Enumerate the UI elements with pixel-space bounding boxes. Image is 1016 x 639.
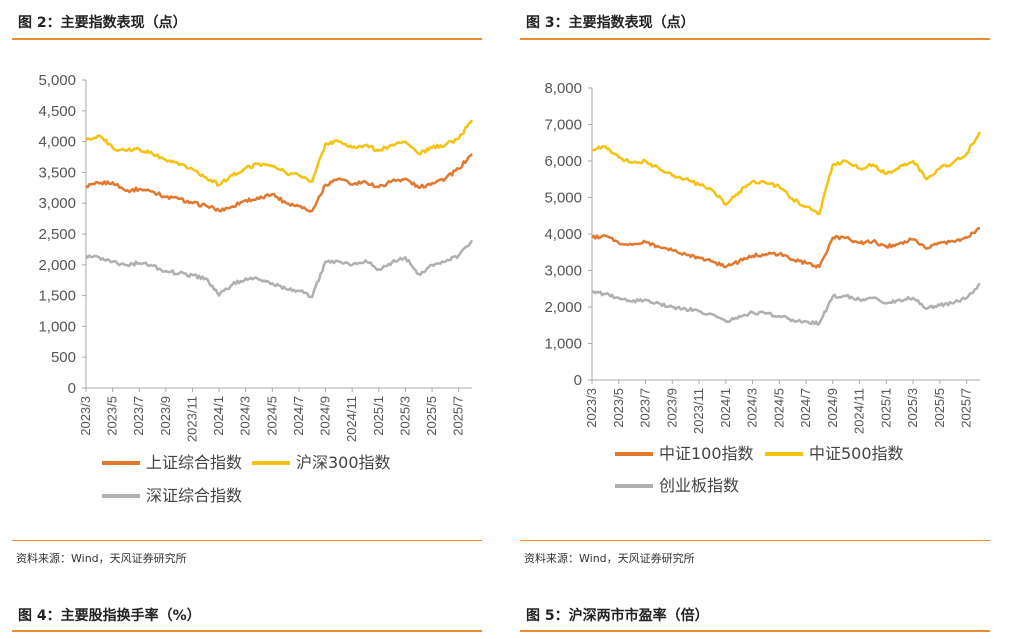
y-tick-label: 6,000 <box>544 153 582 170</box>
x-tick-label: 2024/1 <box>211 396 226 436</box>
y-tick-label: 4,500 <box>38 103 76 120</box>
next-figure-title: 图 4：主要股指换手率（%） <box>18 608 201 624</box>
y-tick-label: 1,000 <box>544 336 582 353</box>
x-tick-label: 2023/5 <box>105 396 120 436</box>
x-tick-label: 2023/3 <box>584 388 599 428</box>
y-tick-label: 4,000 <box>38 134 76 151</box>
legend-label: 中证500指数 <box>809 444 904 463</box>
y-tick-label: 4,000 <box>544 226 582 243</box>
y-tick-label: 2,000 <box>38 257 76 274</box>
y-tick-label: 1,500 <box>38 288 76 305</box>
x-tick-label: 2023/11 <box>184 396 199 442</box>
x-tick-label: 2024/9 <box>825 388 840 428</box>
x-tick-label: 2024/11 <box>852 388 867 434</box>
x-tick-label: 2025/1 <box>878 388 893 428</box>
y-tick-label: 0 <box>574 372 582 389</box>
x-tick-label: 2024/1 <box>718 388 733 428</box>
legend-label: 深证综合指数 <box>146 486 242 505</box>
x-tick-label: 2025/7 <box>451 396 466 436</box>
title-rule <box>520 38 990 40</box>
x-tick-label: 2023/7 <box>638 388 653 428</box>
x-tick-label: 2024/3 <box>238 396 253 436</box>
chart-source: 资料来源：Wind，天风证券研究所 <box>524 552 695 565</box>
x-tick-label: 2025/1 <box>371 396 386 436</box>
x-tick-label: 2023/9 <box>158 396 173 436</box>
next-title-rule <box>520 630 990 632</box>
y-tick-label: 5,000 <box>544 190 582 207</box>
y-tick-label: 5,000 <box>38 72 76 89</box>
next-title-rule <box>12 630 482 632</box>
source-rule <box>520 540 990 541</box>
x-tick-label: 2025/7 <box>959 388 974 428</box>
x-tick-label: 2025/5 <box>932 388 947 428</box>
y-tick-label: 1,000 <box>38 318 76 335</box>
chart-title: 图 3：主要指数表现（点） <box>526 15 695 31</box>
x-tick-label: 2024/7 <box>798 388 813 428</box>
legend-label: 上证综合指数 <box>146 453 242 472</box>
x-tick-label: 2024/5 <box>264 396 279 436</box>
x-tick-label: 2024/7 <box>291 396 306 436</box>
y-tick-label: 0 <box>68 380 76 397</box>
legend-label: 沪深300指数 <box>296 453 391 472</box>
x-tick-label: 2024/3 <box>745 388 760 428</box>
y-tick-label: 500 <box>51 349 76 366</box>
x-tick-label: 2023/7 <box>131 396 146 436</box>
line-chart-main-indices: 0 500 1,000 1,500 2,000 2,500 3,000 3,500 4,000 4… <box>38 72 474 505</box>
legend-label: 创业板指数 <box>659 476 739 495</box>
x-tick-label: 2023/3 <box>78 396 93 436</box>
x-tick-label: 2024/11 <box>344 396 359 442</box>
title-rule <box>12 38 482 40</box>
x-tick-label: 2024/5 <box>771 388 786 428</box>
y-tick-label: 3,500 <box>38 164 76 181</box>
y-tick-label: 2,000 <box>544 299 582 316</box>
series-line-1 <box>85 153 473 213</box>
series-line-1 <box>591 226 981 269</box>
line-chart-index-performance: 0 1,000 2,000 3,000 4,000 5,000 6,000 7,000 8,00… <box>544 80 982 495</box>
y-tick-label: 3,000 <box>544 263 582 280</box>
chart-title: 图 2：主要指数表现（点） <box>18 15 187 31</box>
series-line-2 <box>592 131 982 216</box>
x-tick-label: 2025/5 <box>424 396 439 436</box>
x-tick-label: 2023/11 <box>691 388 706 434</box>
chart-panel-left: 图 2：主要指数表现（点） 0 500 1,000 1,500 2,000 2,500 3,… <box>12 0 482 639</box>
x-tick-label: 2025/3 <box>397 396 412 436</box>
series-line-3 <box>85 239 474 299</box>
series-line-3 <box>591 282 981 326</box>
x-tick-label: 2024/9 <box>318 396 333 436</box>
y-tick-label: 8,000 <box>544 80 582 97</box>
x-tick-label: 2023/5 <box>611 388 626 428</box>
series-line-2 <box>85 119 474 187</box>
chart-source: 资料来源：Wind，天风证券研究所 <box>16 552 187 565</box>
y-tick-label: 3,000 <box>38 195 76 212</box>
y-tick-label: 2,500 <box>38 226 76 243</box>
legend-label: 中证100指数 <box>659 444 754 463</box>
x-tick-label: 2023/9 <box>664 388 679 428</box>
source-rule <box>12 540 482 541</box>
chart-panel-right: 图 3：主要指数表现（点） 0 1,000 2,000 3,000 4,000 5,000… <box>520 0 990 639</box>
y-tick-label: 7,000 <box>544 117 582 134</box>
next-figure-title: 图 5：沪深两市市盈率（倍） <box>526 608 709 624</box>
x-tick-label: 2025/3 <box>905 388 920 428</box>
